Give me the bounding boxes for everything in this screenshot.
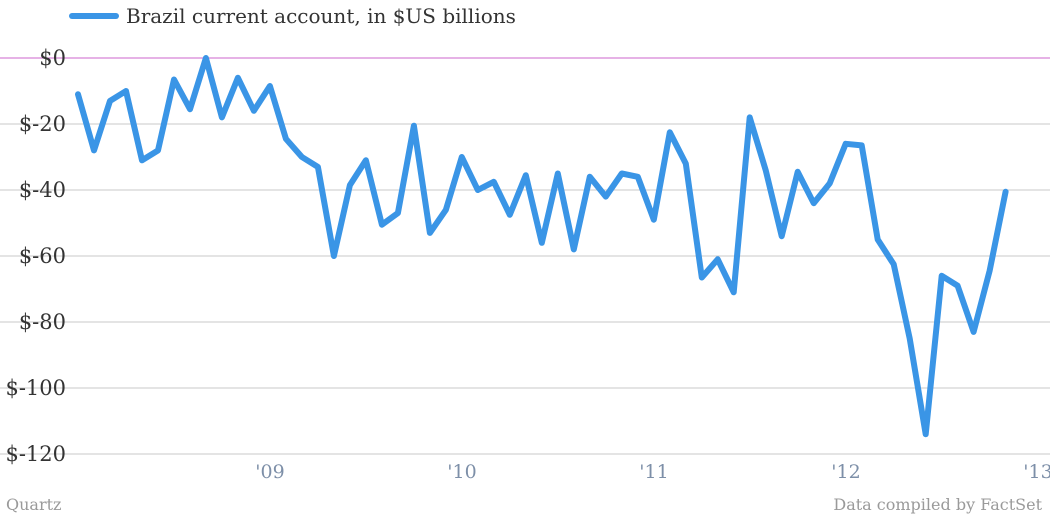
y-tick-label: $-100 [5,376,66,400]
legend: Brazil current account, in $US billions [69,4,516,28]
x-tick-label: '12 [831,461,860,483]
x-tick-label: '13 [1023,461,1050,483]
x-tick-label: '11 [639,461,668,483]
y-tick-label: $-20 [19,112,66,136]
source-right: Data compiled by FactSet [833,495,1042,514]
grid-lines [0,57,1050,455]
series-layer [75,55,1009,438]
y-tick-label: $-40 [19,178,66,202]
x-tick-label: '09 [255,461,284,483]
series-line-0 [75,55,1009,438]
source-left: Quartz [6,495,61,514]
x-axis: '09 '10 '11 '12 '13 [255,461,1050,483]
y-axis: $0 $-20 $-40 $-60 $-80 $-100 $-120 [5,46,66,466]
y-tick-label: $0 [39,46,66,70]
legend-label: Brazil current account, in $US billions [126,4,516,28]
y-tick-label: $-60 [19,244,66,268]
y-tick-label: $-80 [19,310,66,334]
y-tick-label: $-120 [5,442,66,466]
x-tick-label: '10 [447,461,476,483]
